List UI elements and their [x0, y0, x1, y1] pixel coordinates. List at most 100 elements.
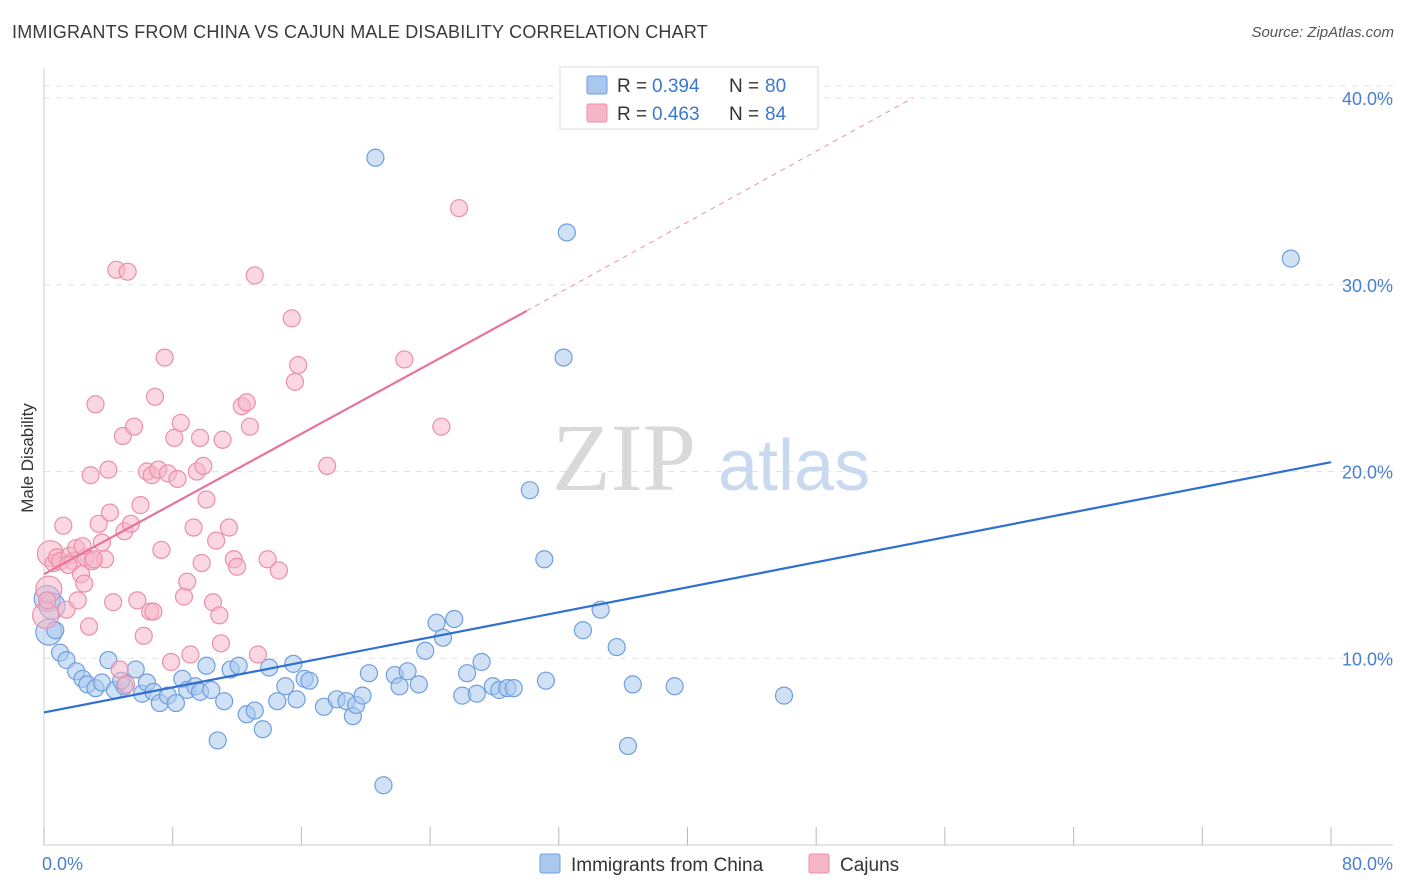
point-immigrants-from-china — [390, 677, 409, 696]
point-immigrants-from-china — [208, 731, 227, 750]
point-cajuns — [285, 372, 305, 391]
point-immigrants-from-china — [353, 686, 372, 705]
point-immigrants-from-china — [433, 628, 453, 647]
point-immigrants-from-china — [774, 686, 794, 705]
legend-swatch-pink — [586, 103, 608, 123]
point-cajuns — [165, 428, 184, 447]
point-cajuns — [197, 490, 216, 509]
chart-title: IMMIGRANTS FROM CHINA VS CAJUN MALE DISA… — [12, 22, 708, 42]
point-cajuns — [289, 355, 308, 375]
point-cajuns — [449, 199, 469, 218]
point-cajuns — [181, 645, 200, 664]
watermark-atlas: atlas — [718, 426, 870, 506]
y-tick-label: 10.0% — [1342, 649, 1393, 669]
point-cajuns — [219, 518, 239, 537]
point-immigrants-from-china — [374, 776, 393, 795]
legend-r-value: 0.394 — [652, 76, 700, 97]
point-cajuns — [211, 634, 231, 653]
axes — [43, 68, 1393, 846]
point-cajuns — [86, 395, 105, 414]
source-note: Source: ZipAtlas.com — [1251, 24, 1394, 41]
point-cajuns — [161, 652, 181, 672]
point-cajuns — [432, 417, 451, 436]
point-cajuns — [38, 591, 57, 610]
point-cajuns — [258, 550, 277, 569]
point-immigrants-from-china — [276, 677, 295, 696]
point-cajuns — [194, 456, 213, 476]
legend-n-label: N = — [729, 104, 759, 125]
point-immigrants-from-china — [504, 679, 523, 698]
trend-line-cajuns — [43, 309, 528, 576]
point-cajuns — [131, 496, 150, 515]
trend-line-immigrants-from-china — [43, 461, 1332, 714]
legend-swatch-blue — [586, 75, 608, 95]
point-cajuns — [134, 626, 153, 645]
y-tick-labels: 10.0% 20.0% 30.0% 40.0% — [1342, 89, 1393, 669]
point-cajuns — [178, 572, 197, 591]
point-cajuns — [81, 466, 100, 485]
bottom-legend-label-blue: Immigrants from China — [571, 855, 764, 876]
point-cajuns — [237, 393, 256, 412]
y-tick-label: 20.0% — [1342, 463, 1393, 483]
point-immigrants-from-china — [623, 675, 642, 694]
point-cajuns — [318, 456, 337, 476]
point-cajuns — [227, 557, 247, 576]
legend: R = 0.394 N = 80 R = 0.463 N = 84 — [559, 66, 819, 130]
point-immigrants-from-china — [520, 481, 539, 500]
point-immigrants-from-china — [245, 701, 264, 720]
point-immigrants-from-china — [197, 656, 216, 675]
point-cajuns — [144, 602, 163, 621]
legend-n-value: 80 — [765, 76, 786, 97]
legend-n-label: N = — [729, 76, 759, 97]
point-immigrants-from-china — [536, 671, 556, 690]
legend-r-label: R = — [617, 104, 647, 125]
point-immigrants-from-china — [665, 677, 684, 696]
point-cajuns — [145, 387, 165, 406]
y-axis-label: Male Disability — [18, 403, 37, 513]
point-immigrants-from-china — [398, 662, 417, 681]
watermark-zip: ZIP — [552, 404, 696, 511]
point-immigrants-from-china — [229, 656, 248, 675]
point-cajuns — [174, 587, 194, 606]
point-cajuns — [168, 469, 187, 489]
legend-n-value: 84 — [765, 104, 787, 125]
trend-line-cajuns-extension — [526, 97, 913, 312]
point-cajuns — [395, 350, 414, 369]
point-cajuns — [116, 675, 136, 694]
point-immigrants-from-china — [427, 613, 446, 632]
legend-r-label: R = — [617, 76, 647, 97]
point-cajuns — [84, 550, 103, 569]
point-immigrants-from-china — [409, 675, 428, 694]
point-cajuns — [155, 348, 174, 367]
point-cajuns — [190, 428, 210, 447]
point-cajuns — [240, 417, 260, 436]
point-cajuns — [128, 591, 147, 610]
point-immigrants-from-china — [366, 148, 385, 167]
point-cajuns — [118, 262, 137, 281]
point-immigrants-from-china — [268, 692, 287, 711]
point-cajuns — [124, 417, 144, 436]
point-immigrants-from-china — [607, 637, 626, 657]
point-cajuns — [269, 561, 288, 580]
bottom-legend: Immigrants from China Cajuns — [539, 853, 899, 876]
point-immigrants-from-china — [215, 692, 234, 711]
point-immigrants-from-china — [287, 690, 306, 709]
point-immigrants-from-china — [467, 684, 486, 703]
point-immigrants-from-china — [573, 621, 593, 640]
series-cajuns — [32, 199, 469, 694]
bottom-legend-swatch-blue — [539, 853, 561, 874]
point-cajuns — [282, 309, 301, 328]
point-cajuns — [54, 516, 73, 535]
point-cajuns — [248, 645, 268, 664]
bottom-legend-swatch-pink — [808, 853, 830, 874]
point-immigrants-from-china — [300, 671, 319, 690]
x-tick-label-min: 0.0% — [42, 854, 83, 874]
point-cajuns — [171, 413, 190, 433]
point-immigrants-from-china — [166, 693, 186, 713]
point-cajuns — [152, 540, 171, 560]
point-cajuns — [75, 574, 94, 593]
point-immigrants-from-china — [535, 550, 554, 569]
point-immigrants-from-china — [359, 664, 379, 683]
point-cajuns — [207, 531, 226, 550]
